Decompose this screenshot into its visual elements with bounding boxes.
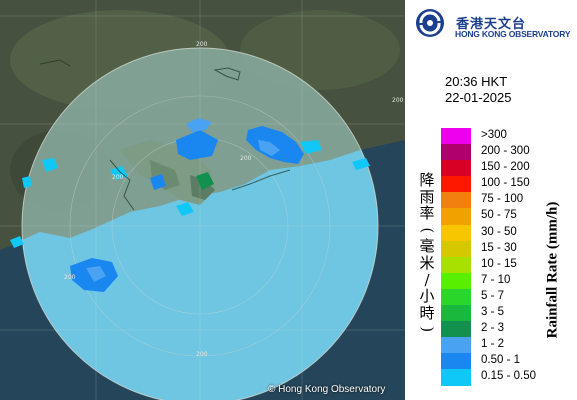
hko-logo: 香港天文台 HONG KONG OBSERVATORY [413, 6, 573, 40]
legend-swatch [441, 128, 471, 145]
legend-row: >300 [441, 128, 541, 145]
legend-label: 5 - 7 [481, 289, 505, 302]
legend-swatch [441, 160, 471, 177]
legend-label: 30 - 50 [481, 225, 517, 238]
legend-row: 2 - 3 [441, 321, 541, 338]
legend-swatch [441, 369, 471, 386]
legend-label: 1 - 2 [481, 338, 505, 351]
legend-swatch [441, 240, 471, 257]
org-name-zh: 香港天文台 [456, 17, 527, 32]
rain-echo [150, 174, 166, 190]
rain-echo [22, 176, 32, 188]
legend-label: 0.50 - 1 [481, 354, 520, 367]
legend-panel: 香港天文台 HONG KONG OBSERVATORY 20:36 HKT 22… [405, 0, 577, 400]
timestamp-date: 22-01-2025 [445, 90, 512, 105]
range-ring-label: 200 [240, 155, 252, 162]
rainfall-legend: >300 200 - 300 150 - 200 100 - 150 75 - 100 5… [441, 128, 541, 386]
copyright-text: © Hong Kong Observatory [268, 384, 386, 395]
legend-row: 0.50 - 1 [441, 353, 541, 370]
legend-label: 7 - 10 [481, 273, 511, 286]
rain-echoes [10, 118, 370, 292]
legend-row: 150 - 200 [441, 160, 541, 177]
hko-logo-icon [416, 9, 444, 37]
legend-swatch [441, 224, 471, 241]
legend-row: 7 - 10 [441, 272, 541, 289]
legend-row: 5 - 7 [441, 288, 541, 306]
legend-row: 30 - 50 [441, 224, 541, 241]
range-ring-label: 200 [64, 274, 76, 281]
range-ring-label: 200 [196, 351, 208, 358]
legend-title-en: Rainfall Rate (mm/h) [544, 201, 561, 339]
legend-title-zh: 降雨率(毫米 / 小時) [418, 171, 437, 333]
legend-label: 100 - 150 [481, 177, 530, 190]
rain-echo [196, 172, 214, 190]
range-ring-label: 200 [196, 41, 208, 48]
legend-label: 200 - 300 [481, 145, 530, 158]
legend-row: 75 - 100 [441, 192, 541, 209]
rain-echo [110, 166, 128, 180]
legend-row: 1 - 2 [441, 337, 541, 354]
radar-map-svg: 200 200 200 200 200 200 [0, 0, 405, 400]
rain-echo [258, 140, 280, 156]
legend-swatch [441, 321, 471, 338]
radar-coverage [22, 48, 378, 400]
legend-swatch [441, 337, 471, 354]
legend-swatch [441, 288, 471, 306]
rain-echo [300, 140, 322, 154]
legend-row: 200 - 300 [441, 144, 541, 161]
rain-echo [86, 266, 106, 282]
legend-label: >300 [481, 129, 507, 141]
range-ring-label: 200 [392, 97, 404, 104]
legend-swatch [441, 353, 471, 370]
legend-swatch [441, 305, 471, 322]
legend-label: 10 - 15 [481, 257, 517, 270]
legend-swatch [441, 256, 471, 273]
legend-row: 50 - 75 [441, 208, 541, 225]
legend-label: 50 - 75 [481, 209, 517, 222]
legend-swatch [441, 144, 471, 161]
timestamp-time: 20:36 HKT [445, 74, 508, 89]
rain-echo [42, 158, 58, 172]
legend-swatch [441, 208, 471, 225]
rain-echo [176, 130, 218, 160]
legend-label: 3 - 5 [481, 306, 505, 319]
rain-echo [246, 126, 304, 164]
radar-map[interactable]: 200 200 200 200 200 200 © Hong Kong Obse… [0, 0, 405, 400]
sea-in-coverage [22, 138, 378, 400]
legend-label: 2 - 3 [481, 322, 505, 335]
legend-label: 15 - 30 [481, 241, 517, 254]
legend-row: 10 - 15 [441, 256, 541, 273]
legend-row: 15 - 30 [441, 240, 541, 257]
legend-row: 100 - 150 [441, 176, 541, 193]
legend-swatch [441, 192, 471, 209]
range-ring-outer [21, 47, 379, 400]
range-ring-label: 200 [112, 174, 124, 181]
legend-swatch [441, 272, 471, 289]
rain-echo [186, 118, 212, 132]
rain-echo [176, 202, 194, 216]
legend-row: 3 - 5 [441, 305, 541, 322]
legend-swatch [441, 176, 471, 193]
rain-echo [352, 158, 370, 170]
legend-label: 75 - 100 [481, 193, 524, 206]
coastlines [39, 59, 291, 211]
rain-echo [10, 236, 24, 248]
range-ring [69, 95, 331, 357]
legend-label: 150 - 200 [481, 161, 530, 174]
org-name-en: HONG KONG OBSERVATORY [455, 29, 571, 39]
legend-label: 0.15 - 0.50 [481, 370, 536, 383]
legend-row: 0.15 - 0.50 [441, 369, 541, 386]
